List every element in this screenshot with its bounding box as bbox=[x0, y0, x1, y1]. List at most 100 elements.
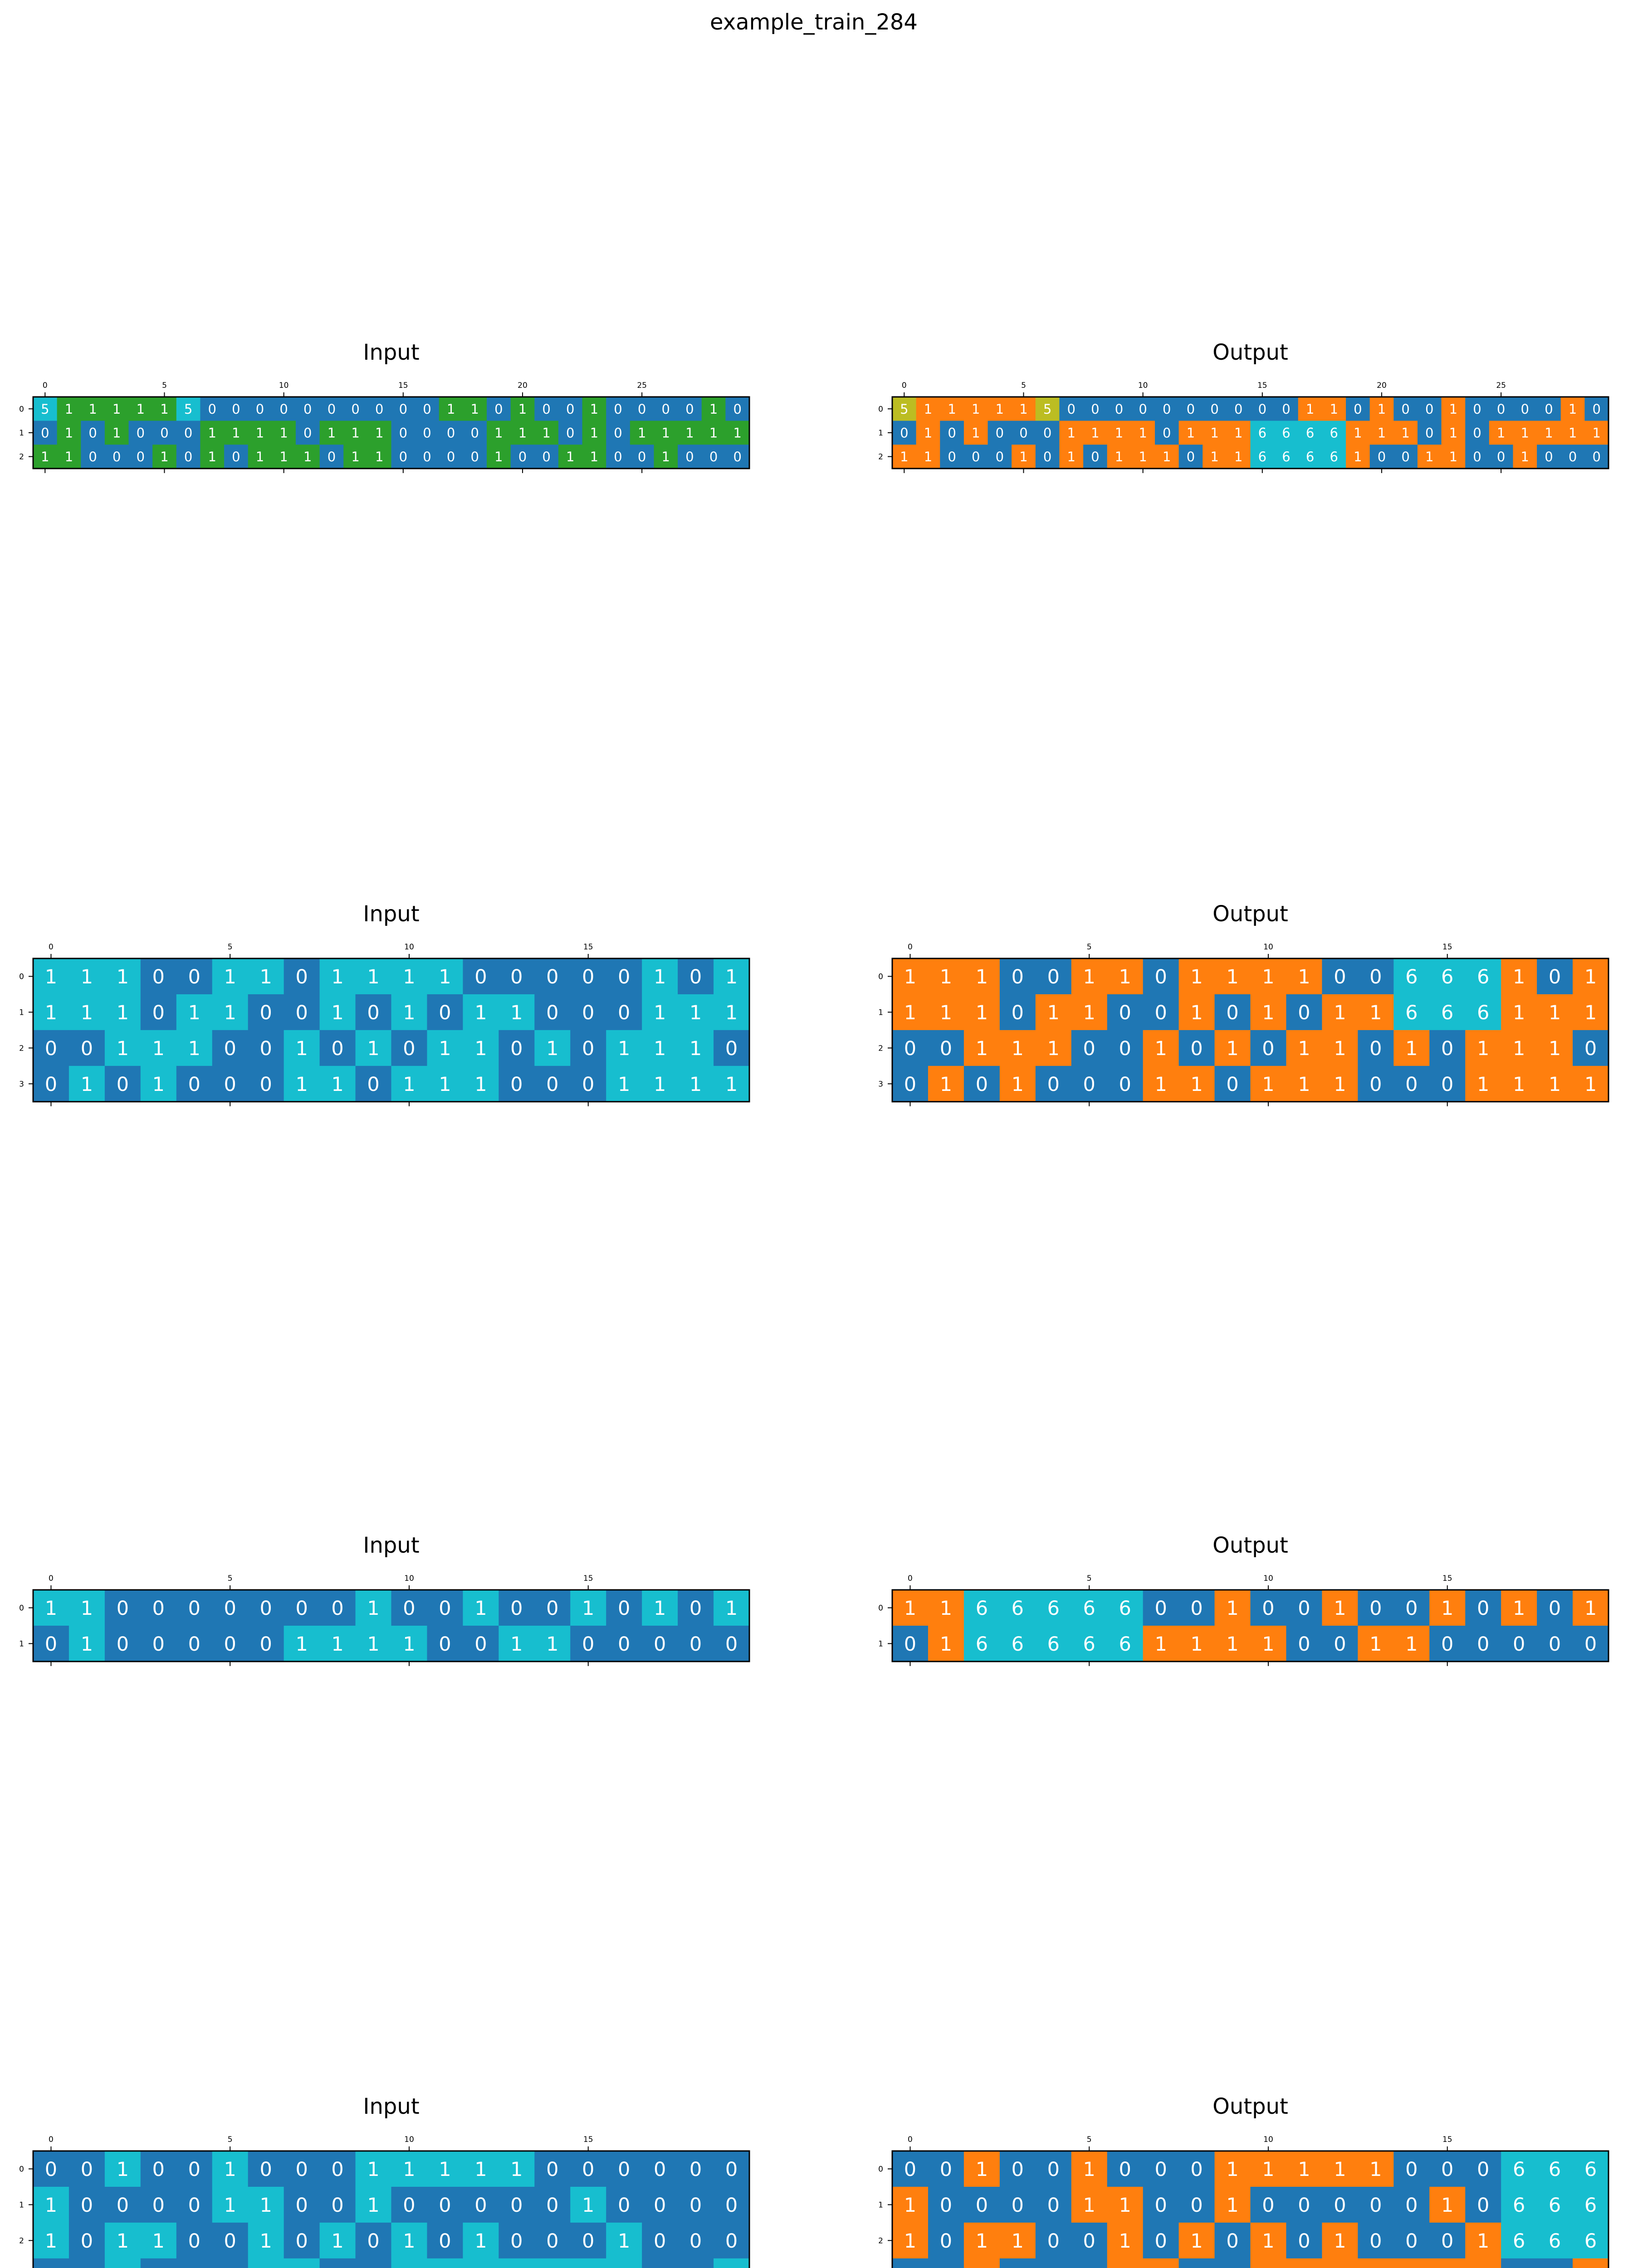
grid-cell bbox=[1429, 2151, 1466, 2187]
cell-value: 0 bbox=[117, 1597, 129, 1620]
grid-cell bbox=[678, 1590, 714, 1626]
grid-cell bbox=[391, 445, 416, 469]
grid-cell bbox=[248, 2258, 284, 2268]
cell-value: 1 bbox=[494, 449, 503, 464]
cell-value: 1 bbox=[279, 449, 288, 464]
cell-value: 0 bbox=[45, 2266, 57, 2268]
cell-value: 0 bbox=[618, 1002, 630, 1024]
cell-value: 1 bbox=[494, 425, 503, 440]
y-tick-label: 2 bbox=[19, 2236, 24, 2245]
grid-cell bbox=[1358, 994, 1394, 1031]
cell-value: 1 bbox=[996, 401, 1004, 417]
grid-cell bbox=[128, 397, 153, 421]
grid-cell bbox=[212, 2186, 249, 2223]
grid-cell bbox=[714, 2151, 750, 2187]
cell-value: 0 bbox=[1584, 1037, 1597, 1060]
cell-value: 0 bbox=[331, 2194, 343, 2217]
grid-cell bbox=[1393, 1066, 1430, 1102]
grid-cell bbox=[630, 397, 654, 421]
grid-cell bbox=[1035, 2151, 1072, 2187]
grid-cell bbox=[319, 1066, 356, 1102]
cell-value: 0 bbox=[1473, 449, 1481, 464]
cell-value: 1 bbox=[654, 966, 666, 988]
grid-cell bbox=[391, 994, 427, 1031]
grid-cell bbox=[940, 397, 964, 421]
cell-value: 0 bbox=[188, 2266, 200, 2268]
cell-value: 0 bbox=[259, 2158, 272, 2181]
grid-cell bbox=[355, 2258, 391, 2268]
cell-value: 1 bbox=[279, 425, 288, 440]
cell-value: 1 bbox=[137, 401, 145, 417]
grid-cell bbox=[1178, 2222, 1215, 2259]
grid-cell bbox=[1250, 2186, 1286, 2223]
grid-frame bbox=[891, 1589, 1609, 1662]
cell-value: 6 bbox=[1405, 966, 1418, 988]
grid-cell bbox=[892, 445, 917, 469]
cell-value: 1 bbox=[351, 449, 359, 464]
cell-value: 1 bbox=[367, 1037, 379, 1060]
cell-value: 0 bbox=[566, 425, 574, 440]
cell-value: 1 bbox=[81, 1597, 93, 1620]
cell-value: 0 bbox=[375, 401, 383, 417]
cell-value: 1 bbox=[1154, 1037, 1167, 1060]
cell-value: 1 bbox=[904, 2194, 916, 2217]
grid-cell bbox=[319, 2186, 356, 2223]
cell-value: 1 bbox=[654, 1002, 666, 1024]
cell-value: 0 bbox=[367, 1002, 379, 1024]
cell-value: 1 bbox=[1405, 2266, 1418, 2268]
cell-value: 1 bbox=[725, 2266, 738, 2268]
cell-value: 0 bbox=[1513, 2266, 1525, 2268]
grid-cell bbox=[391, 2151, 427, 2187]
grid-cell bbox=[570, 1625, 606, 1662]
cell-value: 0 bbox=[1154, 966, 1167, 988]
grid-cell bbox=[1035, 1030, 1072, 1066]
cell-value: 1 bbox=[924, 449, 932, 464]
grid-cell bbox=[892, 994, 929, 1031]
grid-cell bbox=[916, 397, 940, 421]
cell-value: 1 bbox=[474, 1037, 487, 1060]
grid-cell bbox=[558, 397, 583, 421]
cell-value: 1 bbox=[1441, 2266, 1453, 2268]
grid-cell bbox=[1143, 1066, 1179, 1102]
cell-value: 1 bbox=[976, 1002, 988, 1024]
cell-value: 0 bbox=[41, 425, 49, 440]
cell-value: 6 bbox=[1330, 425, 1338, 440]
cell-value: 0 bbox=[81, 2266, 93, 2268]
cell-value: 0 bbox=[152, 2158, 165, 2181]
cell-value: 0 bbox=[1154, 1597, 1167, 1620]
cell-value: 1 bbox=[1354, 449, 1362, 464]
cell-value: 0 bbox=[474, 1633, 487, 1656]
grid-cell bbox=[152, 445, 177, 469]
cell-value: 1 bbox=[331, 1073, 343, 1096]
cell-value: 1 bbox=[474, 2230, 487, 2253]
grid-cell bbox=[391, 2222, 427, 2259]
cell-value: 1 bbox=[474, 1597, 487, 1620]
grid-cell bbox=[212, 2258, 249, 2268]
x-tick-label: 15 bbox=[1442, 1574, 1452, 1583]
cell-value: 1 bbox=[1190, 2230, 1203, 2253]
cell-value: 6 bbox=[1549, 2230, 1561, 2253]
grid-cell bbox=[140, 2186, 177, 2223]
cell-value: 0 bbox=[439, 1597, 451, 1620]
cell-value: 0 bbox=[117, 2194, 129, 2217]
cell-value: 0 bbox=[152, 2194, 165, 2217]
cell-value: 0 bbox=[331, 2266, 343, 2268]
grid-cell bbox=[1501, 2186, 1537, 2223]
grid-cell bbox=[1214, 958, 1251, 995]
cell-value: 0 bbox=[1369, 2194, 1382, 2217]
grid-cell bbox=[104, 1030, 141, 1066]
cell-value: 0 bbox=[654, 1633, 666, 1656]
cell-value: 0 bbox=[1298, 1002, 1310, 1024]
y-tick-label: 1 bbox=[878, 1008, 883, 1017]
y-tick-label: 1 bbox=[878, 1639, 883, 1648]
cell-value: 0 bbox=[494, 401, 503, 417]
cell-value: 1 bbox=[1226, 1633, 1238, 1656]
grid-cell bbox=[1107, 1625, 1144, 1662]
cell-value: 0 bbox=[224, 1073, 236, 1096]
cell-value: 0 bbox=[1549, 966, 1561, 988]
cell-value: 0 bbox=[137, 425, 145, 440]
cell-value: 1 bbox=[45, 2230, 57, 2253]
cell-value: 0 bbox=[940, 2266, 952, 2268]
cell-value: 0 bbox=[618, 966, 630, 988]
